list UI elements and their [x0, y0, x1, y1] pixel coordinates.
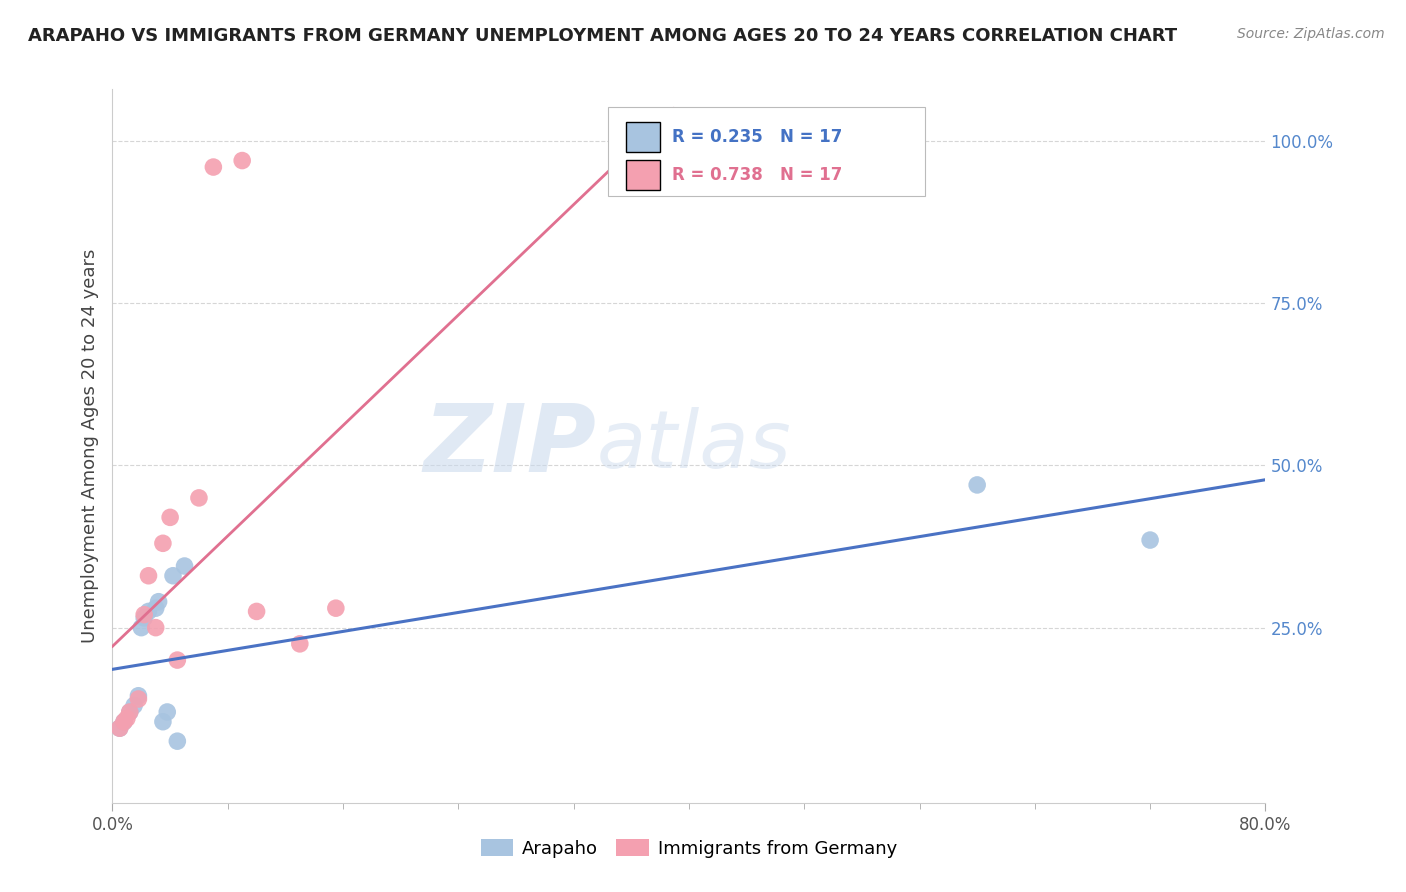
Point [108, 721, 131, 735]
Point [166, 734, 188, 748]
Point [173, 559, 195, 574]
Point [1139, 533, 1161, 547]
Point [188, 491, 211, 505]
Text: Source: ZipAtlas.com: Source: ZipAtlas.com [1237, 27, 1385, 41]
Text: ZIP: ZIP [423, 400, 596, 492]
Point [159, 510, 181, 524]
Point [152, 536, 174, 550]
Point [246, 604, 269, 618]
Text: R = 0.235   N = 17: R = 0.235 N = 17 [672, 128, 842, 146]
FancyBboxPatch shape [626, 122, 661, 152]
FancyBboxPatch shape [626, 160, 661, 190]
Point [138, 568, 160, 582]
Point [115, 711, 138, 725]
Point [129, 621, 153, 635]
Point [112, 714, 135, 729]
Point [127, 689, 149, 703]
Point [134, 607, 156, 622]
Point [152, 714, 174, 729]
Point [166, 653, 188, 667]
Point [122, 698, 145, 713]
Point [148, 595, 170, 609]
Y-axis label: Unemployment Among Ages 20 to 24 years: Unemployment Among Ages 20 to 24 years [80, 249, 98, 643]
Legend: Arapaho, Immigrants from Germany: Arapaho, Immigrants from Germany [474, 832, 904, 865]
Point [108, 721, 131, 735]
Point [325, 601, 347, 615]
Point [112, 714, 135, 729]
Point [134, 611, 156, 625]
Point [231, 153, 253, 168]
Point [118, 705, 141, 719]
Text: R = 0.738   N = 17: R = 0.738 N = 17 [672, 166, 842, 184]
FancyBboxPatch shape [609, 107, 925, 196]
Point [138, 604, 160, 618]
Point [118, 705, 141, 719]
Point [966, 478, 988, 492]
Text: ARAPAHO VS IMMIGRANTS FROM GERMANY UNEMPLOYMENT AMONG AGES 20 TO 24 YEARS CORREL: ARAPAHO VS IMMIGRANTS FROM GERMANY UNEMP… [28, 27, 1177, 45]
Point [202, 160, 225, 174]
Point [127, 692, 149, 706]
Point [162, 568, 184, 582]
Point [145, 621, 167, 635]
Point [156, 705, 179, 719]
Point [145, 601, 167, 615]
Text: atlas: atlas [596, 407, 792, 485]
Point [288, 637, 311, 651]
